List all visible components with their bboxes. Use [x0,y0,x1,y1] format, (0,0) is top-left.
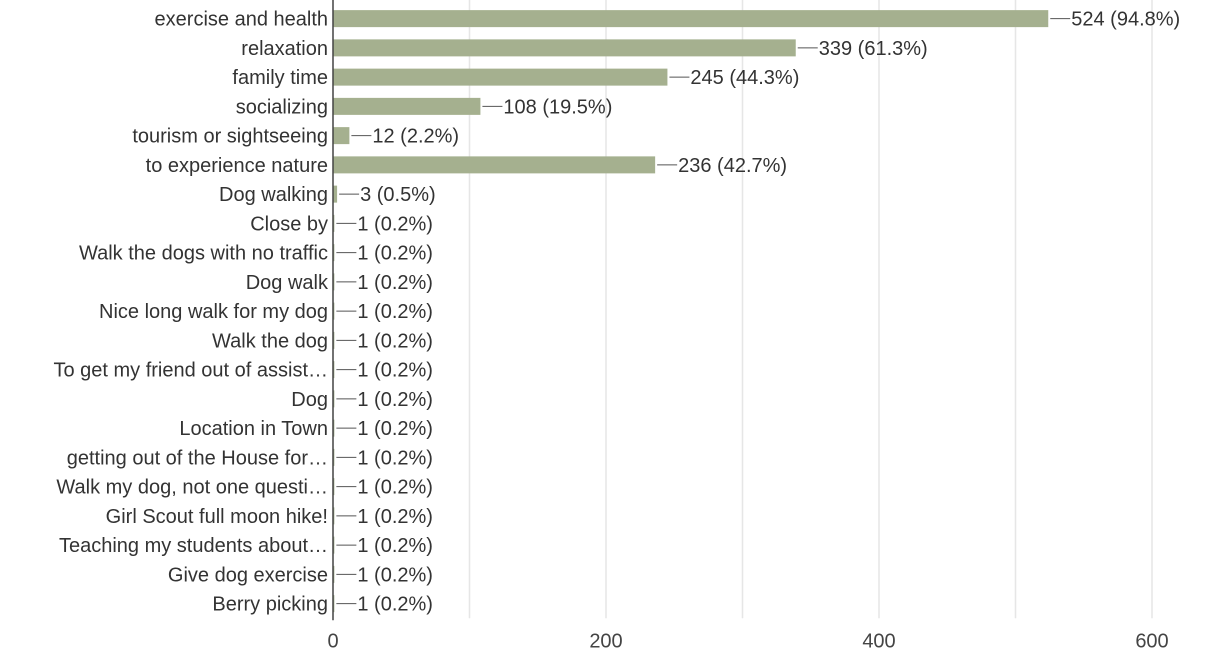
data-label: 1 (0.2%) [357,389,433,411]
data-label: 1 (0.2%) [357,506,433,528]
bar [333,127,350,145]
category-label: Teaching my students about… [59,535,328,557]
category-label: Dog walk [246,272,329,294]
category-label: tourism or sightseeing [132,126,328,148]
data-label: 1 (0.2%) [357,564,433,586]
category-label: to experience nature [146,155,328,177]
x-tick-label: 600 [1135,630,1168,652]
category-label: Girl Scout full moon hike! [106,506,328,528]
bar [333,68,668,86]
category-label: Walk the dog [212,330,328,352]
labels: 524 (94.8%) exercise and health 339 (61.3%… [53,9,1180,616]
data-label: 1 (0.2%) [357,447,433,469]
category-label: Walk my dog, not one questi… [56,477,328,499]
data-label: 245 (44.3%) [690,67,799,89]
category-label: Walk the dogs with no traffic [79,243,328,265]
data-label: 1 (0.2%) [357,301,433,323]
category-label: Location in Town [179,418,328,440]
category-label: getting out of the House for… [67,447,328,469]
data-label: 1 (0.2%) [357,535,433,557]
bar [333,39,796,57]
category-label: To get my friend out of assist… [53,360,328,382]
data-label: 339 (61.3%) [819,38,928,60]
data-label: 1 (0.2%) [357,594,433,616]
bar [333,185,338,203]
category-label: Dog [291,389,328,411]
data-label: 1 (0.2%) [357,418,433,440]
bar [333,156,656,174]
bars [333,10,1049,613]
bar [333,10,1049,28]
data-label: 12 (2.2%) [372,126,459,148]
category-label: Berry picking [212,594,328,616]
x-tick-label: 400 [862,630,895,652]
category-label: Dog walking [219,184,328,206]
category-label: Give dog exercise [168,564,328,586]
data-label: 108 (19.5%) [503,96,612,118]
x-tick-label: 200 [589,630,622,652]
category-label: Nice long walk for my dog [99,301,328,323]
category-label: socializing [236,96,328,118]
category-label: exercise and health [155,9,328,31]
category-label: family time [232,67,328,89]
data-label: 1 (0.2%) [357,330,433,352]
x-tick-label: 0 [327,630,338,652]
data-label: 1 (0.2%) [357,272,433,294]
data-label: 236 (42.7%) [678,155,787,177]
category-label: Close by [250,213,328,235]
data-label: 1 (0.2%) [357,213,433,235]
gridlines [468,0,1153,619]
category-label: relaxation [241,38,328,60]
data-label: 1 (0.2%) [357,477,433,499]
data-label: 1 (0.2%) [357,243,433,265]
data-label: 524 (94.8%) [1071,9,1180,31]
axes: 0 200 400 600 [327,0,1169,652]
data-label: 1 (0.2%) [357,360,433,382]
bar [333,97,481,115]
data-label: 3 (0.5%) [360,184,436,206]
